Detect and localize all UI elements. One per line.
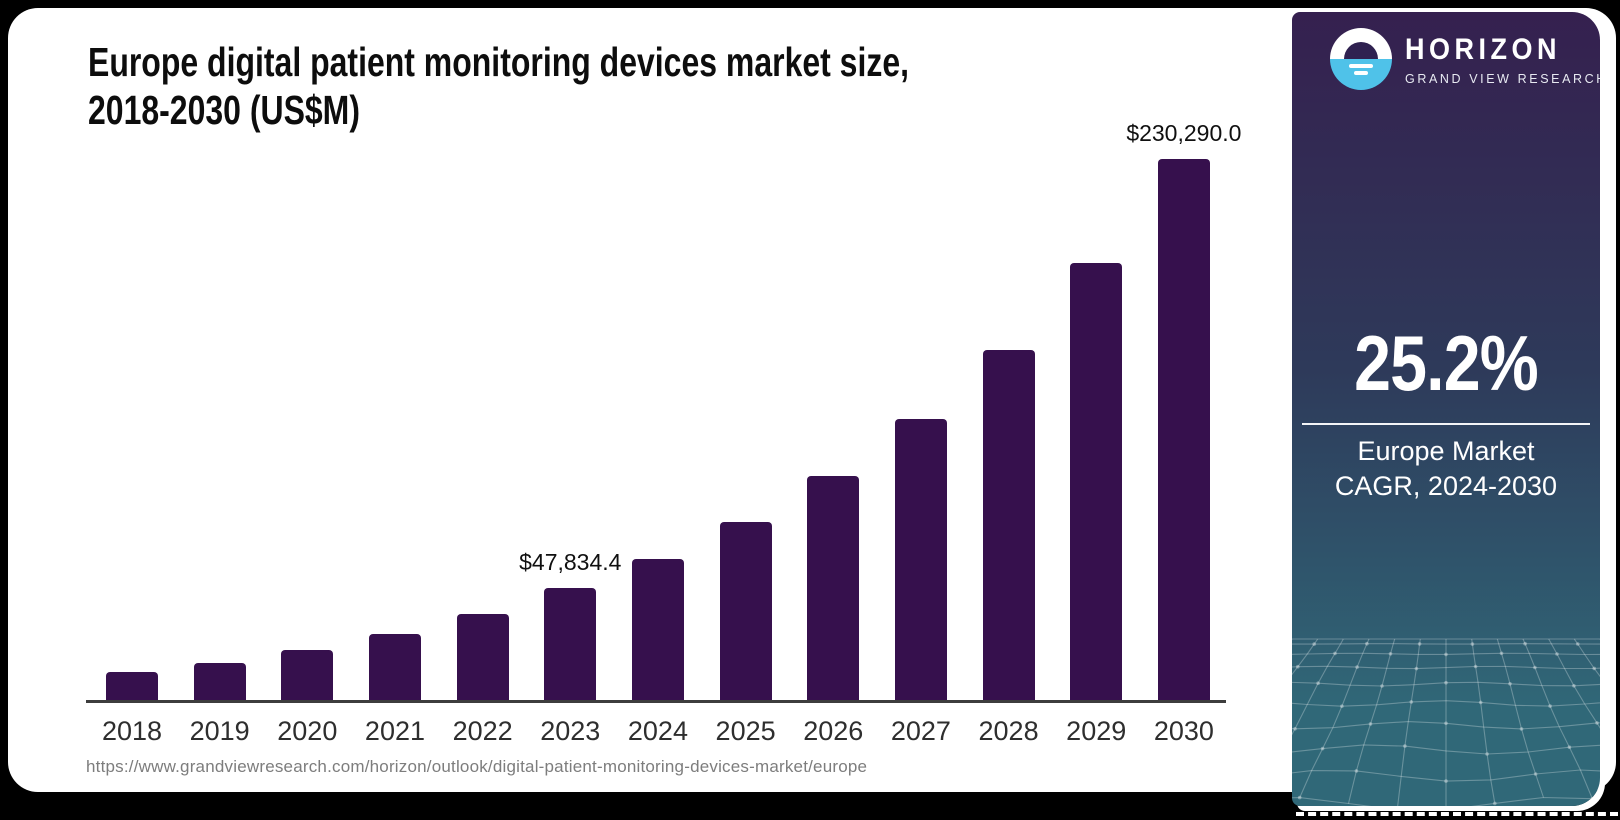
bar-group: 2020 <box>277 146 337 746</box>
brand-name: HORIZON <box>1405 32 1561 66</box>
chart-title-line1: Europe digital patient monitoring device… <box>88 39 910 85</box>
dashed-line-decoration <box>1296 812 1618 816</box>
bar-group: $47,834.4 2023 <box>519 146 621 746</box>
x-axis-tick-label: 2028 <box>978 716 1039 746</box>
bar-value-label: $230,290.0 <box>1126 120 1242 146</box>
x-axis-tick-label: 2020 <box>277 716 338 746</box>
bar <box>894 419 947 700</box>
bar-group: 2018 <box>102 146 162 746</box>
bar <box>544 588 597 700</box>
bar-group: 2021 <box>365 146 425 746</box>
bar-group: 2027 <box>891 146 951 746</box>
bar <box>456 614 509 700</box>
horizon-sun-icon <box>1330 28 1392 90</box>
sun-ray-line <box>1354 71 1368 75</box>
x-axis-tick-label: 2021 <box>364 716 426 746</box>
cagr-label-line2: CAGR, 2024-2030 <box>1334 471 1558 501</box>
bar <box>982 350 1035 700</box>
x-axis-tick-label: 2024 <box>627 716 688 746</box>
bar-group: 2022 <box>453 146 513 746</box>
bar <box>193 663 246 700</box>
chart-bars: 2018 2019 2020 2021 2022 $47,834.4 2023 2024 202… <box>102 120 1241 746</box>
bar <box>368 634 421 700</box>
cagr-stat-block: 25.2% Europe Market CAGR, 2024-2030 <box>1292 318 1600 504</box>
sidebar-panel: HORIZON GRAND VIEW RESEARCH 25.2% Europe… <box>1292 12 1600 806</box>
bar-group: 2025 <box>716 146 776 746</box>
horizon-logo: HORIZON GRAND VIEW RESEARCH <box>1330 28 1600 90</box>
wireframe-mesh-graphic <box>1292 638 1600 806</box>
bar <box>1070 263 1123 700</box>
x-axis-tick-label: 2026 <box>803 716 864 746</box>
cagr-value: 25.2% <box>1354 319 1539 407</box>
x-axis-tick-label: 2029 <box>1066 716 1127 746</box>
bar <box>807 476 860 700</box>
chart-title-line2: 2018-2030 (US$M) <box>88 87 360 133</box>
source-url: https://www.grandviewresearch.com/horizo… <box>86 757 868 776</box>
x-axis-tick-label: 2018 <box>101 716 163 746</box>
bar-group: 2029 <box>1066 146 1126 746</box>
x-axis-tick-label: 2025 <box>715 716 776 746</box>
cagr-label: Europe Market CAGR, 2024-2030 <box>1292 434 1600 504</box>
bar-group: $230,290.0 2030 <box>1126 120 1241 746</box>
divider-line <box>1302 423 1590 425</box>
bar <box>1157 159 1210 700</box>
bar-group: 2028 <box>979 146 1039 746</box>
logo-text: HORIZON GRAND VIEW RESEARCH <box>1405 33 1600 86</box>
sun-ray-line <box>1349 64 1373 68</box>
bar-value-label: $47,834.4 <box>519 549 622 575</box>
x-axis-line <box>86 700 1226 703</box>
x-axis-tick-label: 2019 <box>189 716 250 746</box>
bar-group: 2024 <box>628 146 688 746</box>
cagr-label-line1: Europe Market <box>1357 436 1535 466</box>
bar <box>106 672 158 700</box>
brand-subtitle: GRAND VIEW RESEARCH <box>1405 71 1600 86</box>
x-axis-tick-label: 2027 <box>890 716 951 746</box>
x-axis-tick-label: 2023 <box>540 716 601 746</box>
x-axis-tick-label: 2022 <box>452 716 513 746</box>
bar <box>281 650 334 700</box>
x-axis-tick-label: 2030 <box>1153 716 1214 746</box>
chart-title: Europe digital patient monitoring device… <box>88 38 909 134</box>
bar <box>631 559 684 700</box>
bar-group: 2026 <box>803 146 863 746</box>
bar-group: 2019 <box>190 146 250 746</box>
sun-dome-shape <box>1344 42 1378 59</box>
bar <box>719 522 772 700</box>
